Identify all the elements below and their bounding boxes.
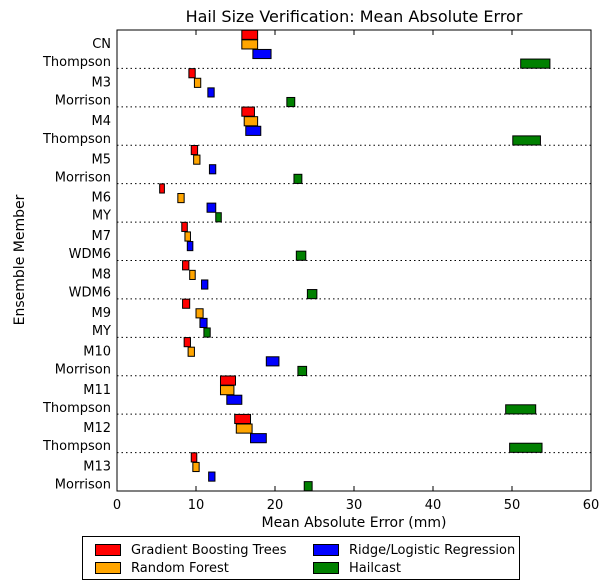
y-tick-label: MY [92, 324, 111, 339]
x-tick-label: 0 [113, 498, 121, 513]
y-tick-label: Thompson [42, 132, 111, 147]
bar-ridge-logistic-regression [250, 433, 267, 444]
x-tick-label: 30 [346, 498, 363, 513]
legend-item-ridge: Ridge/Logistic Regression [313, 542, 515, 558]
x-tick-label: 20 [267, 498, 284, 513]
bar-hailcast [505, 404, 537, 415]
bar-hailcast [203, 327, 211, 338]
y-tick-label: WDM6 [69, 247, 111, 262]
legend: Gradient Boosting Trees Random Forest Ri… [82, 536, 520, 580]
bar-random-forest [195, 308, 204, 319]
bar-gradient-boosting-trees [188, 68, 196, 79]
legend-swatch-gbt [95, 544, 121, 556]
bar-gradient-boosting-trees [219, 375, 237, 386]
bar-random-forest [193, 77, 202, 88]
y-tick-label: Morrison [55, 170, 111, 185]
y-tick-label: M4 [92, 114, 112, 129]
bar-ridge-logistic-regression [186, 241, 194, 252]
bar-ridge-logistic-regression [252, 48, 272, 60]
bar-hailcast [303, 481, 313, 492]
x-tick-label: 50 [504, 498, 521, 513]
bar-ridge-logistic-regression [199, 317, 208, 328]
bar-hailcast [293, 173, 303, 184]
bar-ridge-logistic-regression [226, 394, 243, 405]
bar-random-forest [235, 423, 253, 434]
legend-label-rf: Random Forest [131, 560, 229, 576]
bar-gradient-boosting-trees [182, 298, 191, 309]
bar-ridge-logistic-regression [265, 356, 280, 367]
legend-item-rf: Random Forest [95, 560, 229, 576]
bar-random-forest [189, 269, 196, 280]
bar-ridge-logistic-regression [206, 202, 217, 213]
bar-ridge-logistic-regression [207, 87, 215, 98]
bar-hailcast [297, 365, 308, 377]
y-tick-label: M5 [92, 152, 112, 167]
bar-hailcast [306, 289, 318, 300]
legend-item-hailcast: Hailcast [313, 560, 401, 576]
legend-item-gbt: Gradient Boosting Trees [95, 542, 287, 558]
bar-gradient-boosting-trees [190, 452, 198, 463]
y-tick-label: M11 [83, 383, 111, 398]
y-tick-label: M3 [92, 75, 112, 90]
y-tick-label: Thompson [42, 401, 111, 416]
bar-gradient-boosting-trees [182, 260, 190, 271]
bar-random-forest [193, 154, 201, 165]
x-axis: 0 10 20 30 40 50 60 [113, 30, 599, 513]
y-axis-labels: CN Thompson M3 Morrison M4 Thompson M5 Morrison… [42, 37, 111, 493]
bar-random-forest [243, 116, 259, 127]
bar-random-forest [219, 385, 235, 396]
y-tick-label: M9 [92, 306, 112, 321]
y-tick-label: Morrison [55, 93, 111, 108]
x-tick-label: 60 [583, 498, 600, 513]
bar-hailcast [520, 58, 551, 69]
bar-ridge-logistic-regression [245, 125, 262, 136]
bar-gradient-boosting-trees [190, 144, 199, 156]
legend-swatch-ridge [313, 544, 339, 556]
legend-label-gbt: Gradient Boosting Trees [131, 542, 287, 558]
bar-hailcast [509, 442, 543, 453]
y-tick-label: M13 [83, 460, 111, 475]
y-tick-label: M10 [83, 344, 111, 359]
y-tick-label: Morrison [55, 362, 111, 377]
chart-title: Hail Size Verification: Mean Absolute Er… [186, 7, 523, 26]
y-tick-label: M6 [92, 191, 112, 206]
legend-label-hailcast: Hailcast [349, 560, 401, 576]
legend-swatch-rf [95, 562, 121, 574]
bar-gradient-boosting-trees [234, 413, 252, 425]
y-tick-label: M7 [92, 229, 112, 244]
y-tick-label: M12 [83, 421, 111, 436]
y-tick-label: Morrison [55, 478, 111, 493]
bar-random-forest [241, 39, 259, 50]
bar-hailcast [215, 212, 222, 223]
bar-hailcast [512, 135, 541, 146]
bar-random-forest [184, 231, 191, 242]
bar-ridge-logistic-regression [208, 164, 217, 175]
y-axis-label: Ensemble Member [12, 194, 28, 325]
y-tick-label: M8 [92, 268, 112, 283]
y-tick-label: MY [92, 209, 111, 224]
bar-hailcast [295, 250, 307, 261]
y-tick-label: Thompson [42, 55, 111, 70]
bars [159, 29, 551, 492]
bar-ridge-logistic-regression [201, 279, 209, 290]
bar-random-forest [192, 461, 200, 473]
bar-random-forest [177, 193, 185, 204]
y-tick-label: Thompson [42, 439, 111, 454]
x-axis-label: Mean Absolute Error (mm) [261, 515, 446, 531]
bar-hailcast [286, 96, 296, 108]
bar-gradient-boosting-trees [241, 29, 259, 40]
bar-ridge-logistic-regression [208, 471, 216, 482]
bar-gradient-boosting-trees [241, 106, 255, 117]
x-tick-label: 40 [425, 498, 442, 513]
legend-swatch-hailcast [313, 562, 339, 574]
bar-random-forest [187, 346, 195, 357]
x-tick-label: 10 [188, 498, 205, 513]
legend-label-ridge: Ridge/Logistic Regression [349, 542, 516, 558]
y-tick-label: CN [92, 37, 111, 52]
bar-gradient-boosting-trees [183, 337, 191, 348]
bar-gradient-boosting-trees [181, 221, 188, 232]
y-tick-label: WDM6 [69, 286, 111, 301]
bar-gradient-boosting-trees [159, 183, 165, 194]
